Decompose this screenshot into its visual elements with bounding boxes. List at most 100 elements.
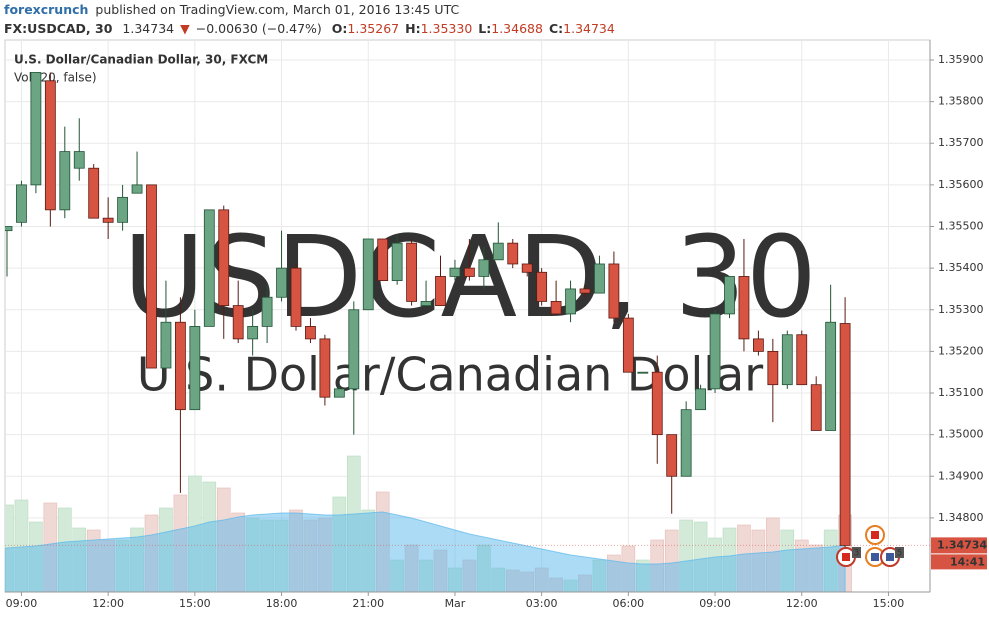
candle-body — [507, 242, 519, 265]
candle-body — [622, 317, 634, 373]
candle-body — [189, 326, 201, 411]
candle-body — [738, 276, 750, 340]
candle-body — [16, 184, 27, 223]
y-tick-label: 1.35500 — [938, 219, 984, 232]
y-tick-label: 1.35300 — [938, 303, 984, 316]
y-tick-label: 1.34900 — [938, 469, 984, 482]
candle-body — [651, 371, 663, 436]
candle-body — [131, 184, 143, 194]
ohlc-label: C: — [549, 21, 563, 36]
candle-body — [492, 242, 504, 261]
candle-body — [391, 242, 403, 282]
candle-body — [377, 238, 389, 282]
candle-body — [146, 184, 157, 369]
last: 1.34734 — [122, 21, 174, 36]
author: forexcrunch — [4, 2, 88, 17]
change: −0.00630 (−0.47%) — [196, 21, 322, 36]
candle-body — [666, 434, 678, 477]
candle-body — [724, 276, 735, 315]
symbol: FX:USDCAD, 30 — [4, 21, 113, 36]
event-badge: 5 — [897, 549, 903, 559]
candle-body — [59, 151, 71, 211]
candle-body — [333, 388, 345, 398]
badge-box — [852, 547, 861, 558]
x-tick-label: 15:00 — [179, 597, 211, 610]
candle-body — [608, 263, 620, 319]
flag-icon — [842, 553, 850, 561]
ohlc-value: 1.34734 — [563, 21, 615, 36]
candle-body — [680, 409, 692, 477]
y-tick-label: 1.35600 — [938, 178, 984, 191]
candle-body — [276, 267, 287, 298]
candle-body — [463, 267, 475, 277]
x-tick-label: Mar — [445, 597, 466, 610]
countdown-label: 14:41 — [950, 555, 985, 568]
x-tick-label: 09:00 — [699, 597, 731, 610]
candle-body — [174, 321, 186, 411]
candle-body — [73, 151, 85, 169]
candle-body — [218, 209, 230, 306]
candle-body — [247, 326, 259, 340]
y-tick-label: 1.35400 — [938, 261, 984, 274]
ohlc-value: 1.35330 — [421, 21, 473, 36]
candle-body — [810, 384, 822, 431]
candle-body — [796, 334, 808, 386]
ohlc-value: 1.34688 — [491, 21, 543, 36]
candle-body — [695, 388, 706, 411]
x-tick-label: 12:00 — [786, 597, 818, 610]
flag-icon — [886, 553, 894, 561]
last-price-label: 1.34734 — [937, 538, 987, 551]
candle-body — [420, 301, 432, 306]
y-tick-label: 1.35800 — [938, 95, 984, 108]
candle-body — [44, 80, 56, 211]
candle-body — [203, 209, 215, 327]
y-tick-label: 1.35700 — [938, 136, 984, 149]
y-tick-label: 1.35000 — [938, 428, 984, 441]
candle-body — [435, 276, 446, 306]
candle-body — [753, 338, 764, 352]
candle-body — [5, 226, 13, 232]
x-tick-label: 12:00 — [92, 597, 124, 610]
flag-icon — [871, 531, 879, 539]
candle-body — [637, 371, 649, 374]
candle-body — [536, 271, 548, 302]
header-line: forexcrunch published on TradingView.com… — [4, 2, 459, 17]
ohlc-label: H: — [405, 21, 420, 36]
y-tick-label: 1.35100 — [938, 386, 984, 399]
candle-body — [319, 338, 331, 398]
candle-body — [594, 263, 605, 294]
flag-icon — [871, 553, 879, 561]
x-tick-label: 09:00 — [6, 597, 38, 610]
y-tick-label: 1.35200 — [938, 344, 984, 357]
candle-body — [102, 217, 114, 223]
arrow: ▼ — [180, 21, 190, 36]
ohlc-label: L: — [478, 21, 491, 36]
candle-body — [406, 242, 418, 302]
candle-body — [449, 267, 461, 277]
x-tick-label: 03:00 — [526, 597, 558, 610]
candle-body — [290, 267, 302, 327]
event-badge: 3 — [854, 549, 860, 559]
y-tick-label: 1.34800 — [938, 511, 984, 524]
candle-body — [550, 301, 562, 315]
candle-body — [839, 323, 851, 546]
countdown-box — [931, 554, 987, 570]
x-tick-label: 06:00 — [612, 597, 644, 610]
candle-body — [579, 288, 591, 294]
x-tick-label: 21:00 — [352, 597, 384, 610]
legend-title: U.S. Dollar/Canadian Dollar, 30, FXCM — [14, 53, 268, 67]
x-tick-label: 15:00 — [873, 597, 905, 610]
events: 3 5 — [836, 525, 904, 567]
candle-body — [362, 238, 374, 311]
symbol-line: FX:USDCAD, 30 1.34734 ▼ −0.00630 (−0.47%… — [4, 21, 615, 36]
candle-body — [478, 259, 490, 277]
candle-body — [117, 196, 128, 223]
candle-body — [565, 288, 576, 315]
last-price-box — [931, 537, 987, 554]
candle-body — [261, 296, 273, 327]
published: published on TradingView.com, March 01, … — [95, 2, 459, 17]
x-tick-label: 18:00 — [266, 597, 298, 610]
ohlc-value: 1.35267 — [347, 21, 399, 36]
candle-body — [781, 334, 793, 386]
